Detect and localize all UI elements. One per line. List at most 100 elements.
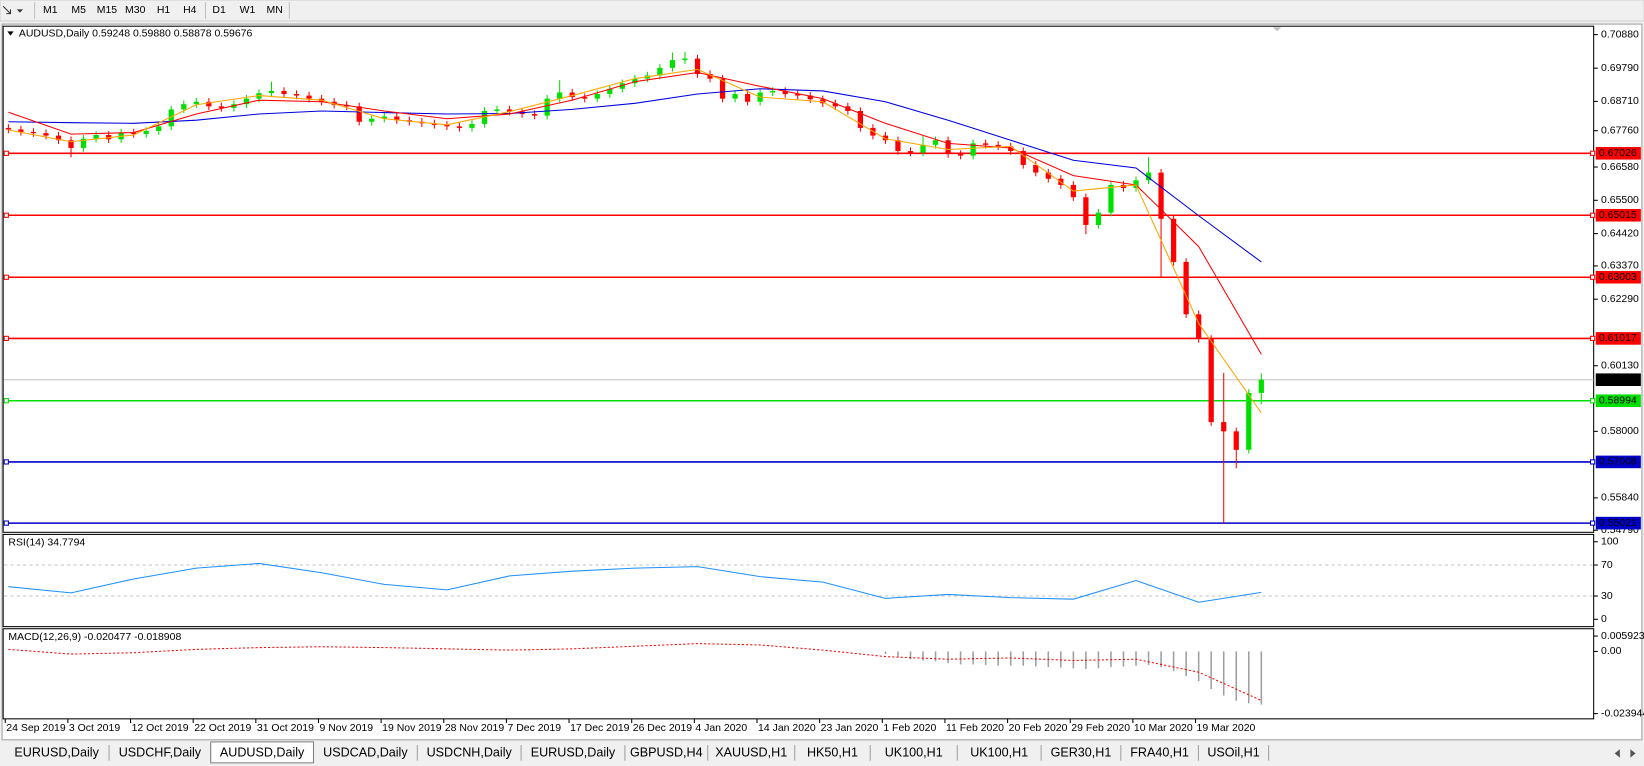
level-anchor: [1590, 274, 1596, 280]
level-label-box: [1595, 455, 1641, 469]
level-label: 0.61017: [1599, 333, 1637, 344]
candle-body: [744, 94, 751, 102]
x-tick-label: 14 Jan 2020: [758, 723, 816, 734]
candle-body: [932, 140, 939, 145]
tab-label[interactable]: USDCHF,Daily: [119, 746, 202, 760]
candle-body: [1196, 314, 1202, 339]
tab-scroll-left[interactable]: [1614, 749, 1620, 758]
candle-body: [356, 106, 362, 122]
level-anchor: [3, 212, 9, 218]
macd-panel: [2, 628, 1595, 720]
x-tick-label: 20 Feb 2020: [1009, 723, 1068, 734]
candle-body: [832, 103, 838, 107]
timeframe-button[interactable]: M30: [125, 5, 146, 16]
tab-label[interactable]: FRA40,H1: [1130, 746, 1189, 760]
tab-label[interactable]: GBPUSD,H4: [630, 746, 703, 760]
tab-label[interactable]: XAUUSD,H1: [715, 746, 787, 760]
tab-label[interactable]: UK100,H1: [885, 746, 943, 760]
level-label: 0.57008: [1599, 457, 1637, 468]
level-anchor: [1590, 150, 1596, 156]
y-tick-label: 0.62290: [1601, 294, 1639, 305]
candle-body: [1145, 172, 1152, 181]
candle-body: [657, 67, 663, 76]
timeframe-button[interactable]: H1: [157, 5, 171, 16]
tab-label[interactable]: GER30,H1: [1051, 746, 1112, 760]
candle-body: [68, 140, 74, 148]
candle-body: [206, 101, 212, 107]
symbol-menu-arrow[interactable]: [7, 31, 14, 36]
candle-body: [30, 131, 37, 134]
level-label-box: [1595, 516, 1641, 530]
candle-body: [494, 109, 500, 111]
candle-body: [243, 98, 250, 105]
tab-label[interactable]: AUDUSD,Daily: [220, 746, 305, 760]
level-anchor: [1590, 520, 1596, 526]
dropdown-arrow[interactable]: [16, 9, 24, 13]
tab-label[interactable]: EURUSD,Daily: [531, 746, 616, 760]
x-tick-label: 1 Feb 2020: [883, 723, 936, 734]
y-tick-label: -0.023944: [1601, 708, 1644, 719]
candle-body: [444, 124, 450, 127]
candle-body: [1233, 431, 1239, 450]
candle-body: [983, 143, 989, 145]
candle-body: [1108, 184, 1114, 213]
indicator-title: RSI(14) 34.7794: [8, 538, 85, 549]
tab-label[interactable]: UK100,H1: [970, 746, 1028, 760]
candle-body: [582, 97, 588, 99]
x-tick-label: 9 Nov 2019: [320, 723, 374, 734]
candle-body: [882, 135, 889, 141]
tab-label[interactable]: USDCNH,Daily: [427, 746, 513, 760]
timeframe-button[interactable]: M15: [97, 5, 118, 16]
y-tick-label: 0.55840: [1601, 493, 1639, 504]
tab-scroll-right[interactable]: [1630, 749, 1636, 758]
candle-body: [607, 88, 613, 95]
candle-body: [619, 83, 625, 89]
y-tick-label: 100: [1601, 537, 1619, 548]
candle-body: [5, 127, 12, 130]
candle-body: [895, 140, 901, 152]
chart-header: AUDUSD,Daily 0.59248 0.59880 0.58878 0.5…: [19, 28, 253, 39]
candle-body: [594, 94, 600, 99]
candle-body: [1246, 392, 1252, 450]
tab-label[interactable]: USDCAD,Daily: [323, 746, 408, 760]
candle-body: [682, 58, 688, 61]
candle-body: [18, 129, 24, 132]
level-anchor: [3, 274, 9, 280]
moving-average: [8, 71, 1262, 355]
level-anchor: [3, 150, 9, 156]
x-tick-label: 3 Oct 2019: [69, 723, 120, 734]
candle-body: [632, 78, 638, 84]
level-anchor: [3, 520, 9, 526]
level-label: 0.55021: [1599, 518, 1637, 529]
candle-body: [807, 95, 813, 100]
timeframe-button[interactable]: M1: [43, 5, 58, 16]
level-label: 0.58994: [1599, 395, 1637, 406]
timeframe-button[interactable]: H4: [183, 5, 197, 16]
cursor-icon[interactable]: [2, 5, 12, 15]
timeframe-button[interactable]: D1: [212, 5, 226, 16]
timeframe-button[interactable]: W1: [240, 5, 256, 16]
rsi-panel: [2, 533, 1595, 628]
candle-body: [1221, 422, 1227, 432]
timeframe-button[interactable]: M5: [71, 5, 86, 16]
y-tick-label: 0: [1601, 614, 1607, 625]
x-tick-label: 28 Nov 2019: [445, 723, 505, 734]
x-tick-label: 19 Mar 2020: [1197, 723, 1256, 734]
candle-body: [268, 90, 275, 94]
candle-body: [293, 94, 300, 96]
tab-label[interactable]: EURUSD,Daily: [14, 746, 99, 760]
candle-body: [106, 135, 112, 140]
moving-average: [8, 88, 1262, 263]
moving-average: [8, 68, 1262, 414]
candle-body: [707, 74, 713, 79]
y-tick-label: 0.005923: [1601, 631, 1644, 642]
x-tick-label: 17 Dec 2019: [570, 723, 630, 734]
x-tick-label: 24 Sep 2019: [6, 723, 66, 734]
candle-body: [1033, 164, 1039, 173]
tab-label[interactable]: HK50,H1: [807, 746, 858, 760]
tab-label[interactable]: USOil,H1: [1207, 746, 1259, 760]
y-tick-label: 0.68710: [1601, 96, 1639, 107]
timeframe-button[interactable]: MN: [267, 5, 283, 16]
candle-body: [569, 92, 575, 98]
candle-body: [531, 114, 538, 116]
